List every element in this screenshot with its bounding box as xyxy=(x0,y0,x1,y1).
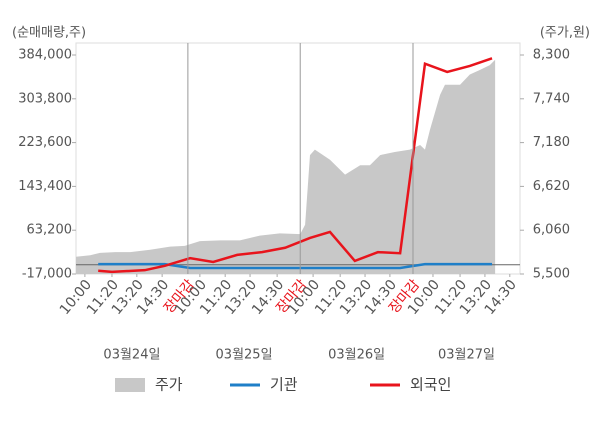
date-label: 03월26일 xyxy=(328,348,385,363)
y2-tick-label: 5,500 xyxy=(533,267,570,282)
y2-tick-label: 8,300 xyxy=(533,48,570,63)
y-tick-label: 384,000 xyxy=(18,48,72,63)
series-line xyxy=(98,262,493,270)
y-axis-label: (순매매량,주) xyxy=(12,26,86,41)
y-tick-label: 303,800 xyxy=(18,91,72,106)
legend-swatch xyxy=(115,378,145,392)
series-layer xyxy=(76,59,496,274)
y-tick-label: -17,000 xyxy=(22,267,72,282)
date-label: 03월27일 xyxy=(438,348,495,363)
series-line xyxy=(98,57,493,274)
y2-tick-label: 6,620 xyxy=(533,179,570,194)
legend-label: 외국인 xyxy=(410,376,451,394)
y-tick-label: 223,600 xyxy=(18,135,72,150)
y2-axis-label: (주가,원) xyxy=(540,26,590,41)
legend-label: 기관 xyxy=(270,376,298,394)
date-label: 03월24일 xyxy=(103,348,160,363)
y2-tick-label: 7,740 xyxy=(533,91,570,106)
y-tick-label: 63,200 xyxy=(27,223,73,238)
y2-tick-label: 6,060 xyxy=(533,223,570,238)
y2-tick-label: 7,180 xyxy=(533,135,570,150)
legend-label: 주가 xyxy=(155,376,183,394)
y-tick-label: 143,400 xyxy=(18,179,72,194)
price-area xyxy=(76,59,496,274)
date-label: 03월25일 xyxy=(216,348,273,363)
